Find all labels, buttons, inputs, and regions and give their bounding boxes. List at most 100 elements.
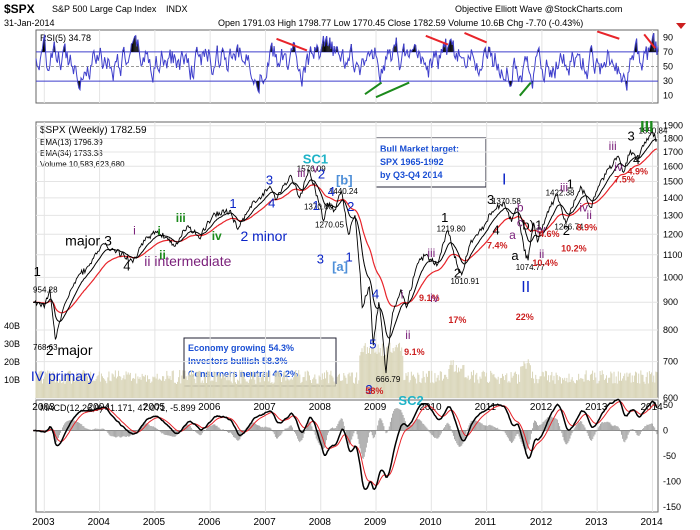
wave-label: 17%	[448, 315, 466, 325]
price-annotation: 1422.38	[546, 189, 575, 198]
price-y-tick: 1900	[663, 121, 683, 131]
macd-line	[33, 398, 658, 491]
exchange: INDX	[166, 4, 188, 14]
rsi-y-tick: 30	[663, 76, 673, 86]
wave-label: c	[517, 216, 523, 230]
rsi-divergence-line	[375, 81, 410, 99]
wave-label: 4	[493, 222, 500, 237]
macd-legend: MACD(12,26,9) 41.171, 47.071, -5.899	[40, 403, 196, 413]
wave-label: 2	[563, 223, 570, 238]
price-x-tick: 2003	[32, 402, 55, 413]
price-annotation: [a]	[332, 259, 348, 274]
macd-y-tick: 0	[663, 426, 668, 436]
chart-marks: 2003 2003 2004 2004 2005 2005 2006 2006 2007 2007…	[4, 30, 683, 528]
wave-label: ii intermediate	[144, 253, 231, 269]
macd-x-tick: 2010	[419, 517, 442, 528]
price-x-tick: 2010	[419, 402, 442, 413]
price-x-tick: 2014	[640, 402, 663, 413]
legend-ema13: EMA(13) 1796.39	[40, 138, 103, 147]
price-x-tick: 2009	[364, 402, 387, 413]
wave-label: iii	[297, 166, 305, 180]
macd-y-tick: -50	[663, 451, 676, 461]
macd-panel	[35, 399, 659, 513]
wave-label: I	[502, 172, 506, 189]
wave-label: 1	[441, 210, 448, 225]
wave-label: 9.1%	[404, 347, 425, 357]
price-annotation: 1270.05	[315, 221, 344, 230]
price-y-tick: 700	[663, 357, 678, 367]
macd-x-tick: 2006	[198, 517, 221, 528]
price-annotation: SC1	[303, 151, 328, 166]
macd-x-tick: 2011	[475, 517, 497, 528]
price-x-tick: 2004	[88, 402, 111, 413]
wave-label: iv	[537, 222, 546, 236]
symbol: $SPX	[4, 2, 35, 16]
wave-label: 1	[34, 264, 41, 279]
legend-ema34: EMA(34) 1733.38	[40, 149, 103, 158]
wave-label: i	[158, 224, 161, 238]
wave-label: 10.4%	[532, 258, 558, 268]
wave-label: III	[640, 119, 653, 136]
price-x-tick: 2007	[253, 402, 276, 413]
wave-label: 4.6%	[539, 229, 560, 239]
wave-label: i	[133, 223, 136, 237]
volume-tick: 10B	[4, 375, 20, 385]
wave-label: iii	[176, 211, 186, 225]
branding: Objective Elliott Wave @StockCharts.com	[455, 4, 622, 14]
price-annotation: 1370.58	[492, 197, 521, 206]
price-annotation: 1370.60	[304, 202, 333, 211]
price-x-tick: 2011	[475, 402, 497, 413]
wave-label: 3	[317, 252, 324, 267]
bull-target-line-3: by Q3-Q4 2014	[380, 170, 443, 180]
wave-label: 1	[229, 196, 236, 211]
volume-tick: 20B	[4, 357, 20, 367]
wave-label: 3	[487, 192, 494, 207]
price-y-tick: 800	[663, 325, 678, 335]
rsi-divergence-line	[276, 37, 308, 52]
rsi-divergence-line	[364, 81, 383, 96]
wave-label: 2	[318, 166, 325, 181]
wave-label: 3	[627, 128, 634, 143]
wave-label: 1	[345, 249, 352, 264]
price-annotation: 1576.09	[297, 165, 326, 174]
rsi-divergence-line	[464, 32, 487, 44]
down-triangle-icon	[676, 23, 686, 29]
sentiment-economy: Economy growing 54.3%	[188, 343, 294, 353]
index-name: S&P 500 Large Cap Index	[52, 4, 157, 14]
price-x-tick: 2005	[143, 402, 166, 413]
bull-target-line-1: Bull Market target:	[380, 144, 459, 154]
rsi-y-tick: 70	[663, 47, 673, 57]
rsi-divergence-line	[519, 81, 532, 97]
wave-label: 1	[567, 177, 574, 192]
chart-date: 31-Jan-2014	[4, 18, 55, 28]
macd-y-tick: -100	[663, 476, 681, 486]
macd-y-tick: -150	[663, 502, 681, 512]
wave-label: 2 major	[46, 342, 93, 358]
price-y-tick: 1400	[663, 193, 683, 203]
price-y-tick: 1800	[663, 133, 683, 143]
price-y-tick: 1600	[663, 161, 683, 171]
macd-x-tick: 2005	[143, 517, 166, 528]
price-x-tick: 2008	[309, 402, 332, 413]
volume-tick: 30B	[4, 339, 20, 349]
wave-label: iii	[427, 246, 435, 260]
wave-label: 7.5%	[614, 174, 635, 184]
wave-label: iv	[579, 201, 588, 215]
wave-label: 4	[328, 184, 335, 199]
bull-target-line-2: SPX 1965-1992	[380, 157, 444, 167]
macd-x-tick: 2008	[309, 517, 332, 528]
price-y-tick: 1000	[663, 272, 683, 282]
wave-label: iv	[430, 291, 439, 305]
price-x-tick: 2013	[585, 402, 608, 413]
price-x-tick: 2006	[198, 402, 221, 413]
wave-label: 58%	[365, 386, 383, 396]
legend-volume: Volume 10,583,623,680	[40, 160, 125, 169]
macd-x-tick: 2007	[253, 517, 276, 528]
wave-label: iii	[609, 139, 617, 153]
rsi-y-tick: 10	[663, 91, 673, 101]
wave-label: 9.1%	[419, 293, 440, 303]
macd-x-tick: 2009	[364, 517, 387, 528]
wave-label: 1	[312, 198, 319, 213]
macd-x-tick: 2013	[585, 517, 608, 528]
